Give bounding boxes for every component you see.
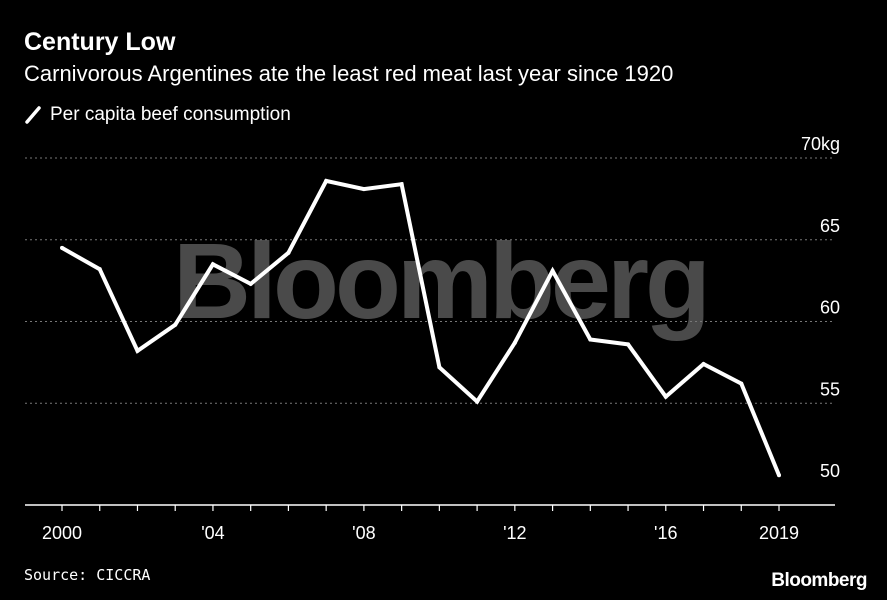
x-tick-label-2012: '12: [503, 523, 526, 543]
data-point-2013: [550, 268, 555, 273]
data-point-2003: [173, 322, 178, 327]
source-note: Source: CICCRA: [24, 566, 151, 584]
data-point-2011: [475, 399, 480, 404]
data-point-2010: [437, 365, 442, 370]
data-point-2004: [210, 262, 215, 267]
data-point-2001: [97, 267, 102, 272]
legend-label: Per capita beef consumption: [50, 104, 291, 125]
y-tick-label-60: 60: [820, 298, 840, 318]
x-tick-label-2019: 2019: [759, 523, 799, 543]
x-tick-label-2004: '04: [201, 523, 224, 543]
data-point-2019: [777, 473, 781, 478]
data-point-2014: [588, 337, 593, 342]
brand-logo: Bloomberg: [771, 570, 867, 591]
x-axis: 2000 '04 '08 '12 '16 2019: [25, 504, 835, 543]
data-point-2007: [324, 178, 329, 183]
y-tick-label-65: 65: [820, 216, 840, 236]
y-tick-label-70: 70kg: [801, 134, 840, 154]
data-point-2017: [701, 362, 706, 367]
y-tick-label-50: 50: [820, 461, 840, 481]
data-point-2009: [399, 182, 404, 187]
x-tick-label-2000: 2000: [42, 523, 82, 543]
legend: Per capita beef consumption: [24, 104, 291, 126]
x-tick-label-2016: '16: [654, 523, 677, 543]
data-point-2005: [248, 281, 253, 286]
chart-subtitle: Carnivorous Argentines ate the least red…: [24, 61, 674, 86]
y-axis: 50 55 60 65 70kg: [801, 134, 840, 481]
data-point-2018: [739, 381, 744, 386]
series-layer: [60, 178, 781, 478]
data-point-2002: [135, 348, 140, 353]
y-tick-label-55: 55: [820, 379, 840, 399]
legend-line-icon: [25, 106, 41, 124]
data-point-2012: [512, 340, 517, 345]
series-line-0: [61, 178, 781, 476]
data-point-2016: [663, 394, 668, 399]
data-point-2008: [361, 187, 366, 192]
data-point-2015: [626, 342, 631, 347]
data-point-2000: [60, 245, 64, 250]
chart-title: Century Low: [24, 28, 176, 56]
x-tick-label-2008: '08: [352, 523, 375, 543]
data-point-2006: [286, 250, 291, 255]
